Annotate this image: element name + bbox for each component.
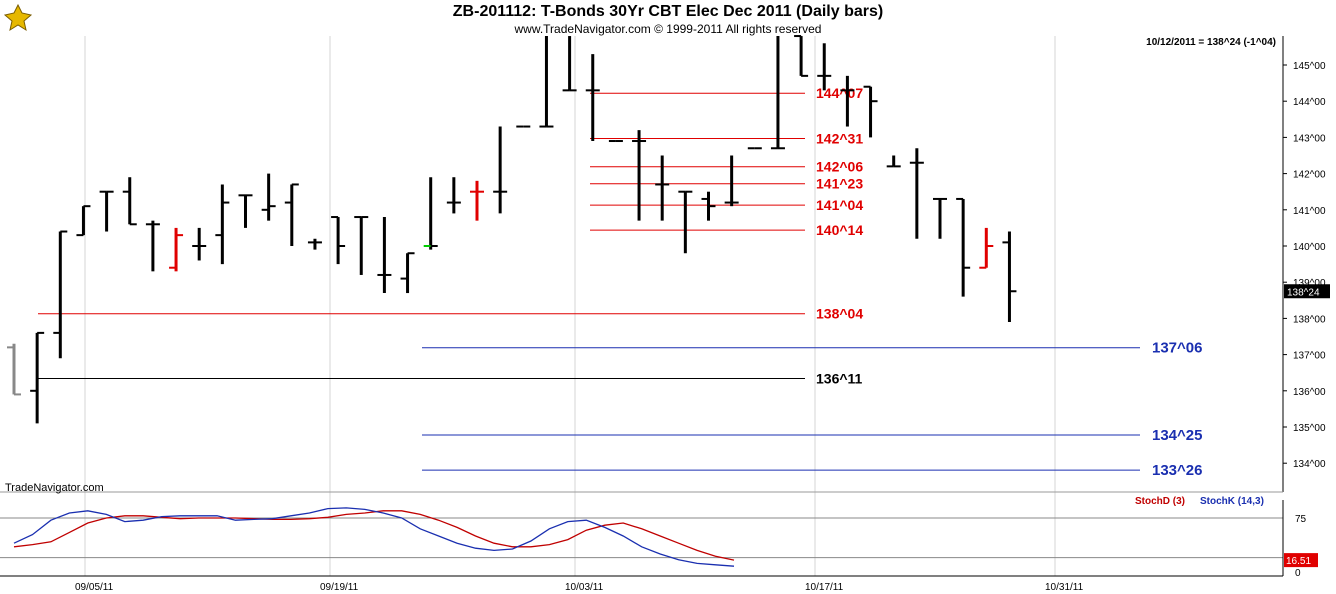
ohlc-bar <box>76 205 91 237</box>
price-bars <box>7 35 1017 424</box>
ohlc-bar <box>794 35 809 77</box>
stoch-series-line <box>13 510 735 561</box>
ohlc-bar <box>956 197 971 297</box>
ohlc-bar <box>493 126 508 214</box>
ohlc-bar <box>377 217 392 294</box>
y-tick-label: 144^00 <box>1293 97 1326 108</box>
ohlc-bar <box>423 177 438 250</box>
y-tick-label: 135^00 <box>1293 423 1326 434</box>
y-tick-label: 140^00 <box>1293 242 1326 253</box>
y-tick-label: 137^00 <box>1293 351 1326 362</box>
ohlc-bar <box>886 155 901 168</box>
stoch-value-tag <box>1284 553 1318 568</box>
level-label: 134^25 <box>1152 427 1202 444</box>
logo-icon <box>3 3 33 32</box>
ohlc-bar <box>307 238 322 250</box>
level-label: 142^31 <box>816 130 863 146</box>
ohlc-bar <box>678 190 693 254</box>
ohlc-bar <box>933 197 947 239</box>
x-tick-label: 09/05/11 <box>75 582 114 593</box>
ohlc-bar <box>261 173 276 221</box>
x-tick-label: 10/31/11 <box>1045 582 1084 593</box>
price-readout: 10/12/2011 = 138^24 (-1^04) <box>1146 37 1276 48</box>
last-price-tag-label: 138^24 <box>1287 287 1320 298</box>
ohlc-bar <box>979 227 994 269</box>
ohlc-bar <box>701 191 716 221</box>
ohlc-bar <box>562 36 577 92</box>
ohlc-bar <box>215 184 230 265</box>
trade-navigator-logo <box>3 3 33 33</box>
level-label: 141^04 <box>816 197 863 213</box>
axes: 09/05/11 09/19/11 10/03/11 10/17/11 10/31/11… <box>0 36 1330 593</box>
stoch-d-legend: StochD (3) <box>1135 496 1185 507</box>
ohlc-bar <box>1002 231 1017 323</box>
ohlc-bar <box>817 43 832 91</box>
ohlc-bar <box>7 343 21 396</box>
chart-subtitle: www.TradeNavigator.com © 1999-2011 All r… <box>514 22 822 36</box>
ohlc-bar <box>53 230 68 359</box>
ohlc-bar <box>354 216 369 275</box>
y-tick-label: 136^00 <box>1293 387 1326 398</box>
y-tick-label: 138^00 <box>1293 314 1326 325</box>
level-label: 141^23 <box>816 176 863 192</box>
last-price-tag <box>1284 284 1330 299</box>
ohlc-bar <box>99 190 114 232</box>
ohlc-bar <box>632 130 647 221</box>
ohlc-bar <box>122 177 137 226</box>
y-tick-label: 139^00 <box>1293 278 1326 289</box>
x-tick-label: 10/17/11 <box>805 582 844 593</box>
level-label: 137^06 <box>1152 340 1202 357</box>
ohlc-bar <box>724 155 739 207</box>
stoch-value-tag-label: 16.51 <box>1286 556 1311 567</box>
y-tick-label: 143^00 <box>1293 133 1326 144</box>
ohlc-bar <box>30 331 45 424</box>
y-tick-label: 142^00 <box>1293 170 1326 181</box>
x-tick-label: 10/03/11 <box>565 582 604 593</box>
stoch-k-legend: StochK (14,3) <box>1200 496 1264 507</box>
level-label: 142^06 <box>816 159 863 175</box>
ohlc-bar <box>169 227 184 272</box>
ohlc-bar <box>446 177 461 214</box>
level-label: 138^04 <box>816 306 863 322</box>
ohlc-bar <box>863 85 878 138</box>
ohlc-bar <box>539 36 554 128</box>
y-tick-label: 134^00 <box>1293 459 1326 470</box>
level-label: 133^26 <box>1152 462 1202 479</box>
ohlc-bar <box>284 183 299 246</box>
ohlc-bar <box>192 227 207 261</box>
y-tick-label: 145^00 <box>1293 61 1326 72</box>
stoch-y-tick-label: 0 <box>1295 568 1301 579</box>
y-tick-label: 141^00 <box>1293 206 1326 217</box>
ohlc-bar <box>400 252 415 294</box>
brand-label: TradeNavigator.com <box>5 482 104 494</box>
ohlc-bar <box>331 216 346 265</box>
stoch-y-tick-label: 75 <box>1295 514 1307 525</box>
ohlc-bar <box>145 220 160 272</box>
ohlc-bar <box>655 155 670 221</box>
level-label: 140^14 <box>816 222 863 238</box>
ohlc-bar <box>909 148 924 239</box>
stoch-series-line <box>13 507 735 567</box>
ohlc-bar <box>585 54 600 142</box>
ohlc-bar <box>770 36 785 150</box>
ohlc-bar <box>840 75 855 127</box>
level-label: 136^11 <box>816 370 863 386</box>
level-label: 144^07 <box>816 85 863 101</box>
ohlc-bar <box>470 180 484 221</box>
ohlc-bar <box>238 194 253 228</box>
chart-title: ZB-201112: T-Bonds 30Yr CBT Elec Dec 201… <box>452 3 884 20</box>
x-tick-label: 09/19/11 <box>320 582 359 593</box>
grid-layer <box>0 36 1283 576</box>
stochastic-lines <box>13 507 735 567</box>
